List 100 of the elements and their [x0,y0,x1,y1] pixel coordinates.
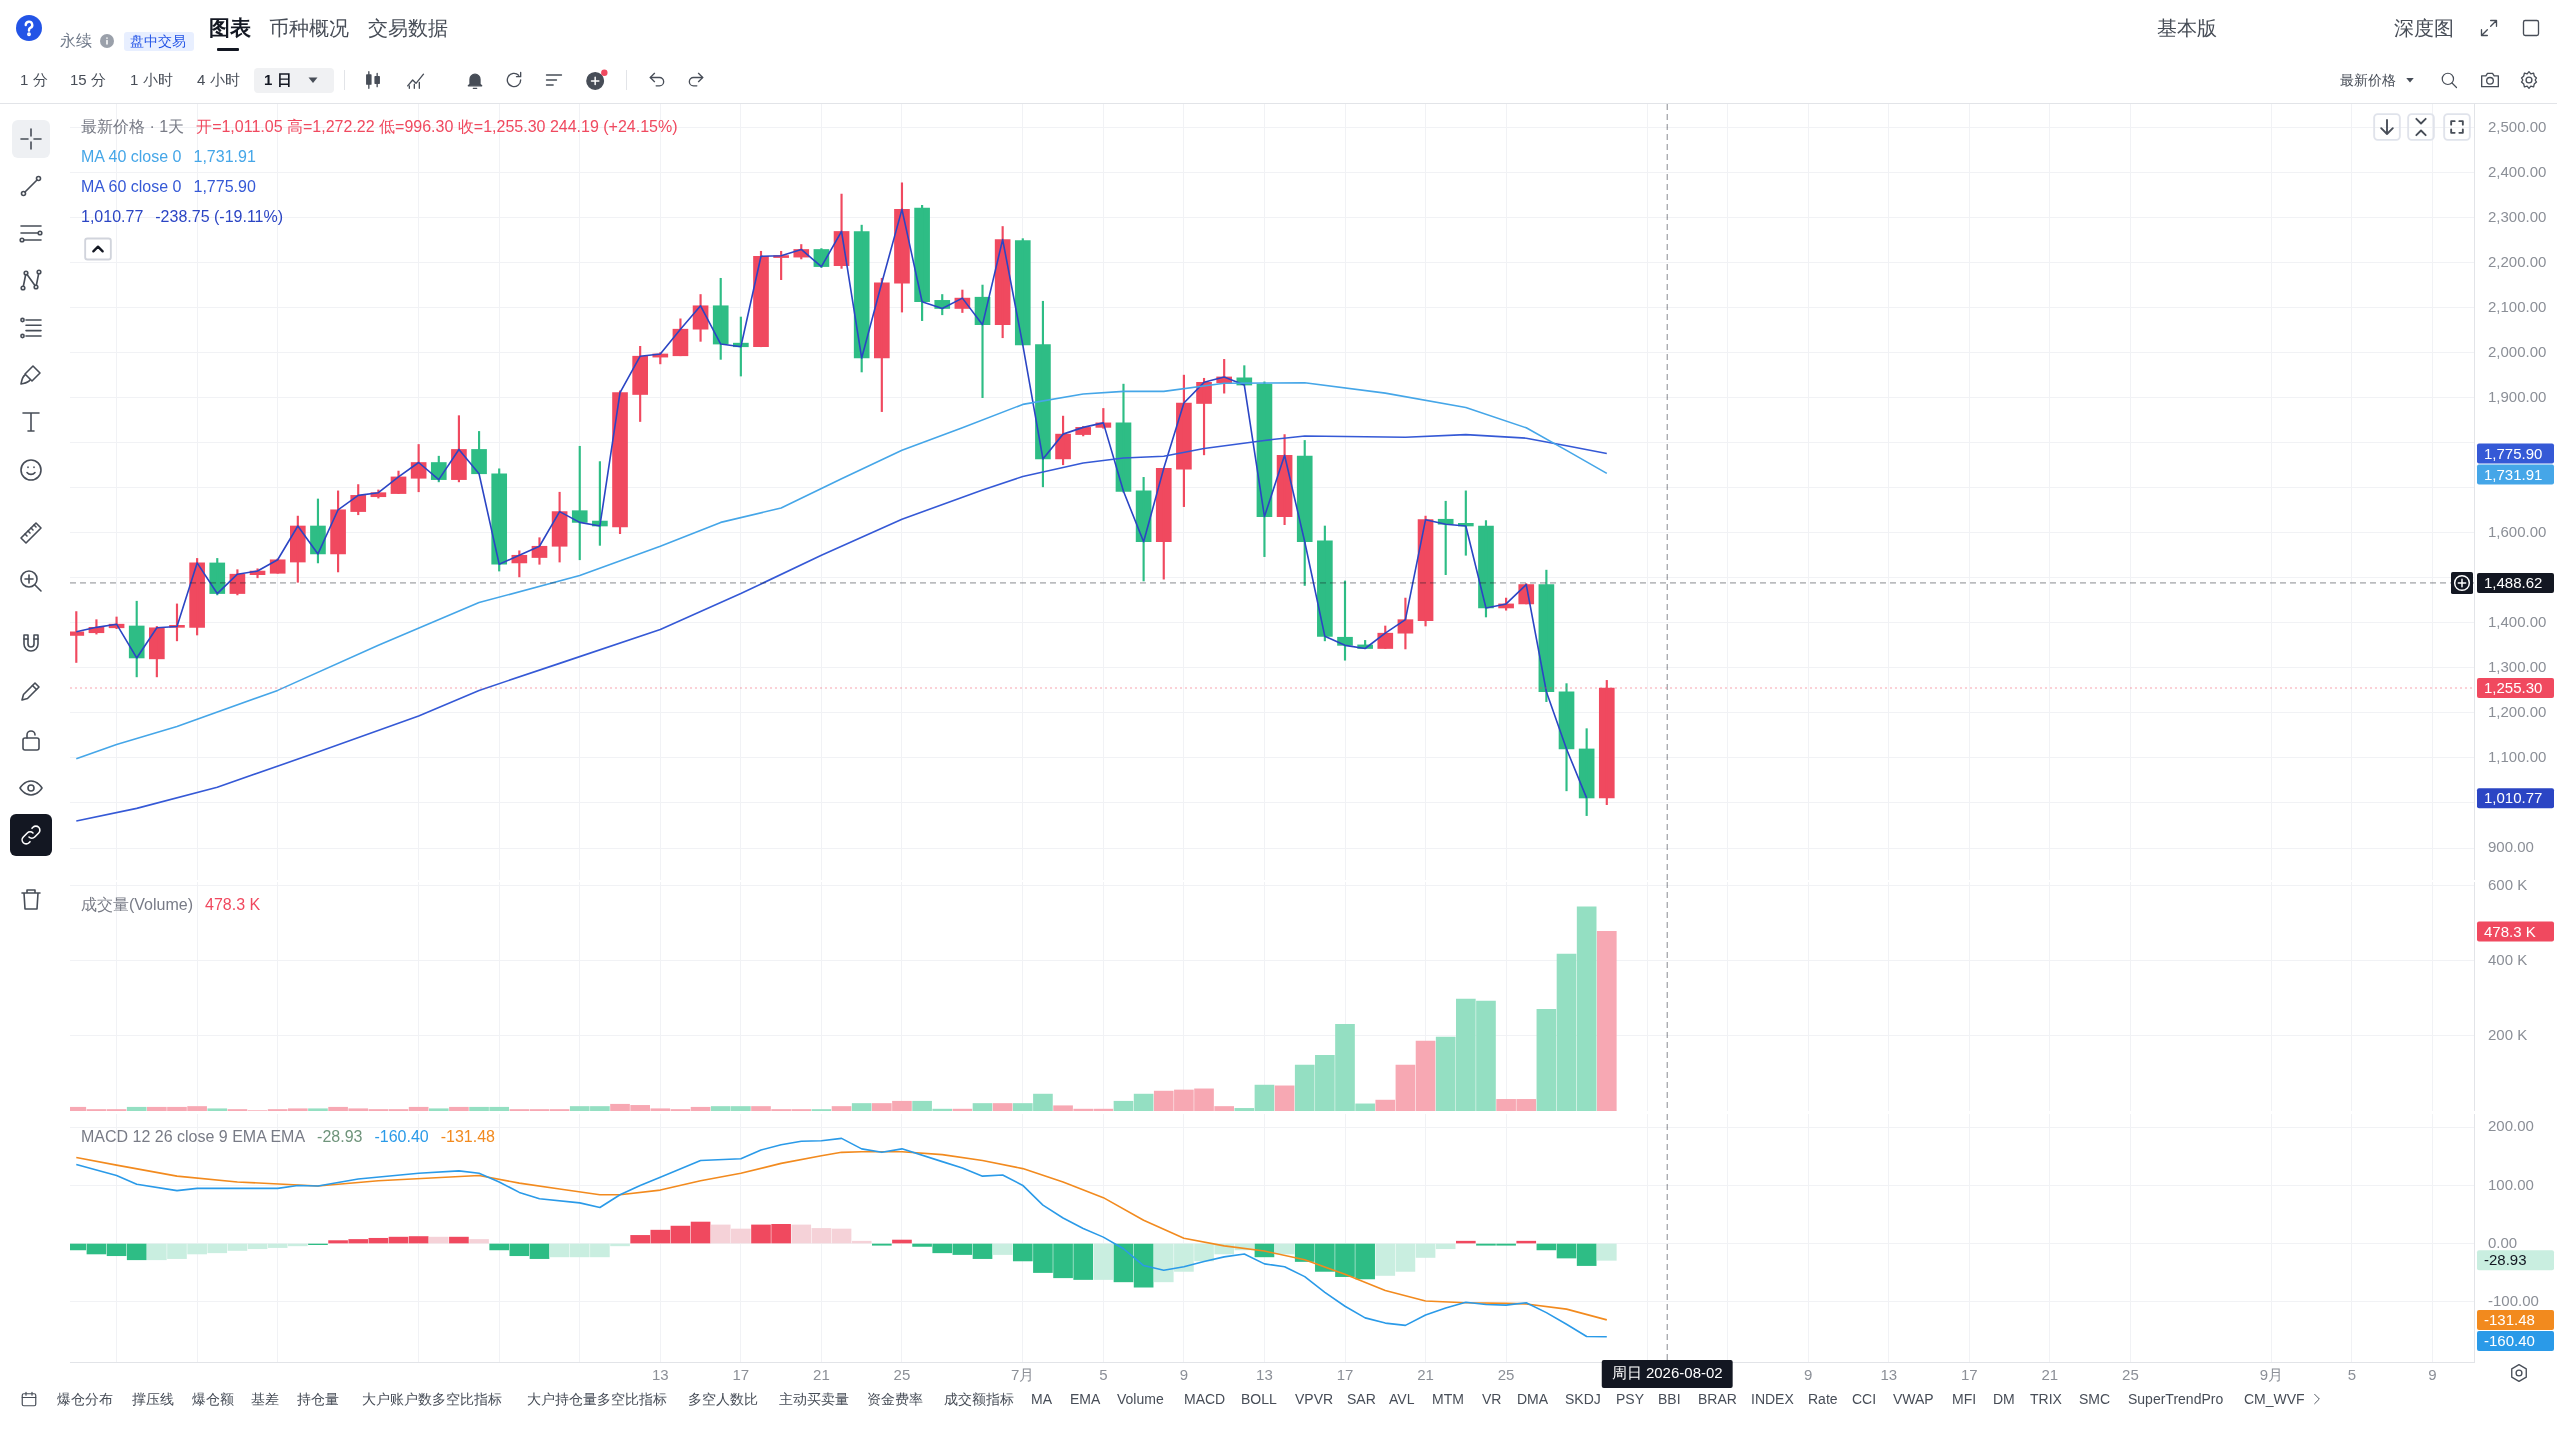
ref-line-label: 1,255.30 [2484,679,2543,697]
text: SMC [2079,1390,2111,1408]
text: INDEX [1751,1390,1794,1408]
text: -28.93 [2484,1251,2527,1269]
text: 1 日 [264,71,292,89]
text: 持仓量 [297,1390,339,1408]
text: MACD 12 26 close 9 EMA EMA [81,1128,306,1146]
y-tick-label: 2,300.00 [2488,207,2547,225]
x-tick-label: 9月 [2259,1366,2284,1384]
text: 爆仓额 [192,1390,234,1408]
x-tick-label: 21 [2041,1366,2059,1384]
text: 1 小时 [130,71,173,89]
y-tick-label: 200 K [2488,1026,2528,1044]
text: MFI [1952,1390,1977,1408]
text: 撑压线 [132,1390,174,1408]
annotation: 1,010.77 [81,208,144,226]
text: VPVR [1295,1390,1334,1408]
text: BRAR [1698,1390,1737,1408]
text: CM_WVF [2244,1390,2305,1408]
x-tick-label: 25 [1497,1366,1515,1384]
text: MTM [1432,1390,1464,1408]
y-tick-label: 400 K [2488,950,2528,968]
x-tick-label: 13 [1256,1366,1273,1384]
x-tick-label: 17 [732,1366,750,1384]
text: 大户账户数多空比指标 [362,1390,502,1408]
x-tick-label: 17 [1336,1366,1354,1384]
text: 资金费率 [867,1390,923,1408]
x-tick-label: 13 [651,1366,669,1384]
y-tick-label: 2,100.00 [2488,297,2547,315]
x-tick-label: 9 [1179,1366,1189,1384]
x-tick-label: 21 [813,1366,830,1384]
text: 深度图 [2394,16,2454,40]
annotation: 478.3 K [205,896,261,914]
annotation: -238.75 (-19.11%) [155,208,284,226]
y-tick-label: 2,000.00 [2488,342,2547,360]
text: SuperTrendPro [2128,1390,2224,1408]
ref-line-label: 1,488.62 [2484,574,2543,592]
text: 开=1,011.05 高=1,272.22 低=996.30 收=1,255.30 244.19 (+24.15%) [196,116,678,137]
text: 币种概况 [269,16,349,40]
y-tick-label: 1,900.00 [2488,387,2547,405]
x-tick-label: 7月 [1011,1366,1035,1384]
text: Rate [1808,1390,1838,1408]
text: 15 分 [70,71,106,89]
text: -160.40 [2484,1332,2535,1350]
y-tick-label: -100.00 [2488,1291,2539,1309]
text: MA 60 close 0 [81,178,182,196]
x-tick-label: 5 [2347,1366,2357,1384]
annotation: 1,775.90 [193,178,256,196]
text: 爆仓分布 [57,1390,113,1408]
text: 成交额指标 [944,1390,1014,1408]
text: 1,731.91 [2484,465,2543,483]
text: 交易数据 [368,16,448,40]
text: SAR [1347,1390,1376,1408]
text: SKDJ [1565,1390,1601,1408]
annotation: -131.48 [440,1128,495,1146]
text: -131.48 [2484,1311,2535,1329]
text: 图表 [209,15,251,41]
text: TRIX [2030,1390,2062,1408]
text: MACD [1184,1390,1226,1408]
text: 主动买卖量 [779,1390,849,1408]
text: 1,775.90 [2484,444,2543,462]
y-tick-label: 2,400.00 [2488,162,2547,180]
y-tick-label: 0.00 [2488,1233,2518,1251]
y-tick-label: 1,600.00 [2488,522,2547,540]
y-tick-label: 1,400.00 [2488,612,2547,630]
x-tick-label: 9 [2428,1366,2437,1384]
x-tick-label: 13 [1880,1366,1898,1384]
text: AVL [1389,1390,1415,1408]
y-tick-label: 1,100.00 [2488,748,2547,766]
x-tick-label: 25 [2122,1366,2139,1384]
text: MA [1031,1390,1052,1408]
annotation: 1,731.91 [193,148,256,166]
text: CCI [1852,1390,1877,1408]
text: BBI [1658,1390,1681,1408]
y-tick-label: 900.00 [2488,838,2534,856]
text: VR [1482,1390,1502,1408]
text: 1,010.77 [2484,789,2543,807]
annotation: -160.40 [374,1128,429,1146]
text: PSY [1616,1390,1645,1408]
text: 478.3 K [2484,922,2536,940]
text: MA 40 close 0 [81,148,182,166]
text: 1 分 [20,71,48,89]
ref-line-label: 周日 2026-08-02 [1611,1364,1723,1382]
text: EMA [1070,1390,1101,1408]
x-tick-label: 25 [893,1366,911,1384]
y-tick-label: 1,300.00 [2488,658,2547,676]
x-tick-label: 21 [1417,1366,1434,1384]
text: VWAP [1893,1390,1934,1408]
text: 成交量(Volume) [81,894,194,915]
y-tick-label: 100.00 [2488,1175,2534,1193]
text: 最新价格 [2340,71,2396,89]
y-tick-label: 600 K [2488,875,2528,893]
text: BOLL [1241,1390,1277,1408]
text: 永续 [60,31,92,51]
text: 多空人数比 [688,1390,758,1408]
x-tick-label: 17 [1960,1366,1978,1384]
text: DM [1993,1390,2015,1408]
x-tick-label: 5 [1099,1366,1108,1384]
y-tick-label: 2,200.00 [2488,252,2547,270]
text: 最新价格 · 1天 [81,116,185,137]
